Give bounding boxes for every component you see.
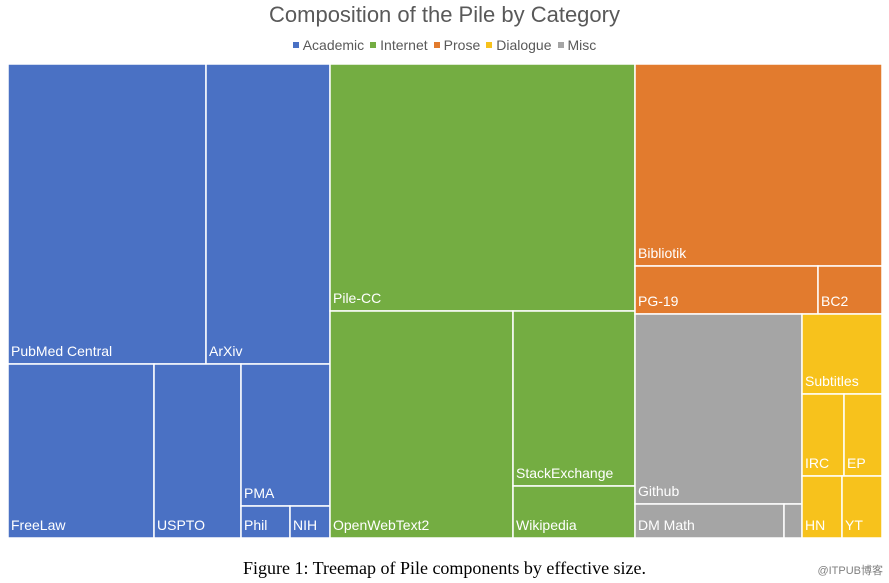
- treemap-label-irc: IRC: [805, 455, 829, 471]
- treemap-cell-pg-19: [634, 265, 819, 315]
- legend-item-prose: Prose: [433, 37, 481, 53]
- treemap-cell-nih: [289, 505, 331, 539]
- treemap-cell-arxiv: [205, 63, 331, 365]
- legend-swatch: [486, 42, 493, 49]
- treemap-cell-wikipedia: [512, 485, 636, 539]
- legend-item-internet: Internet: [370, 37, 428, 53]
- legend-label: Dialogue: [496, 37, 552, 53]
- legend-label: Misc: [567, 37, 597, 53]
- treemap-label-stackexchange: StackExchange: [516, 465, 613, 481]
- treemap-cell-yt: [841, 475, 883, 539]
- treemap-cell-dm-math: [634, 503, 785, 539]
- legend-label: Prose: [443, 37, 481, 53]
- treemap-label-openwebtext2: OpenWebText2: [333, 517, 429, 533]
- treemap-label-wikipedia: Wikipedia: [516, 517, 577, 533]
- treemap-label-subtitles: Subtitles: [805, 373, 859, 389]
- treemap-cell-bibliotik: [634, 63, 883, 267]
- legend-swatch: [557, 42, 564, 49]
- treemap-label-bibliotik: Bibliotik: [638, 245, 687, 261]
- legend-item-misc: Misc: [557, 37, 597, 53]
- legend-swatch: [433, 42, 440, 49]
- legend-item-dialogue: Dialogue: [486, 37, 552, 53]
- treemap-cell-openwebtext2: [329, 310, 514, 539]
- treemap-cell-github: [634, 313, 803, 505]
- treemap-cell-unlabeled: [783, 503, 803, 539]
- treemap-cell-pile-cc: [329, 63, 636, 312]
- treemap-label-hn: HN: [805, 517, 825, 533]
- treemap-cell-uspto: [153, 363, 242, 539]
- treemap-cell-pma: [240, 363, 331, 507]
- legend-swatch: [370, 42, 377, 49]
- treemap-label-phil: Phil: [244, 517, 267, 533]
- treemap-label-freelaw: FreeLaw: [11, 517, 66, 533]
- watermark: @ITPUB博客: [817, 565, 883, 577]
- legend-swatch: [292, 42, 299, 49]
- treemap-label-uspto: USPTO: [157, 517, 205, 533]
- treemap-label-arxiv: ArXiv: [209, 343, 242, 359]
- legend-item-academic: Academic: [292, 37, 365, 53]
- treemap-label-ep: EP: [847, 455, 866, 471]
- treemap-label-bc2: BC2: [821, 293, 848, 309]
- treemap-cell-hn: [801, 475, 843, 539]
- treemap-cell-freelaw: [7, 363, 155, 539]
- treemap-label-pubmed-central: PubMed Central: [11, 343, 112, 359]
- treemap-label-dm-math: DM Math: [638, 517, 695, 533]
- treemap-label-pile-cc: Pile-CC: [333, 290, 381, 306]
- treemap-label-nih: NIH: [293, 517, 317, 533]
- treemap-cell-phil: [240, 505, 291, 539]
- treemap-cell-pubmed-central: [7, 63, 207, 365]
- treemap-cell-subtitles: [801, 313, 883, 395]
- treemap-label-pma: PMA: [244, 485, 275, 501]
- legend-label: Academic: [302, 37, 365, 53]
- treemap-cell-stackexchange: [512, 310, 636, 487]
- treemap-label-yt: YT: [845, 517, 863, 533]
- chart-legend: Academic Internet Prose Dialogue Misc: [0, 37, 889, 53]
- legend-label: Internet: [380, 37, 428, 53]
- treemap-label-github: Github: [638, 483, 679, 499]
- figure-caption: Figure 1: Treemap of Pile components by …: [242, 558, 647, 578]
- treemap-label-pg-19: PG-19: [638, 293, 679, 309]
- treemap-cell-irc: [801, 393, 845, 477]
- chart-title: Composition of the Pile by Category: [269, 2, 620, 27]
